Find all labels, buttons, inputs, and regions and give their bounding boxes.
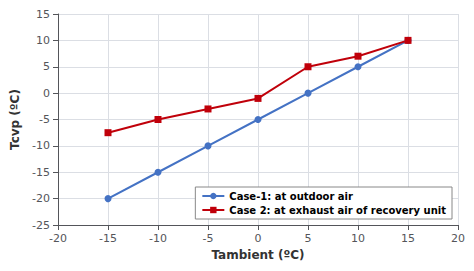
svg-text:Case-1: at outdoor air: Case-1: at outdoor air — [229, 191, 353, 202]
svg-text:-10: -10 — [149, 232, 167, 245]
svg-text:Case 2: at exhaust air of reco: Case 2: at exhaust air of recovery unit — [229, 205, 446, 216]
svg-text:-15: -15 — [32, 166, 50, 179]
svg-text:Tambient (ºC): Tambient (ºC) — [211, 248, 304, 262]
svg-text:10: 10 — [36, 34, 50, 47]
svg-text:15: 15 — [36, 8, 50, 21]
svg-text:-5: -5 — [203, 232, 214, 245]
svg-text:-10: -10 — [32, 139, 50, 152]
svg-text:5: 5 — [305, 232, 312, 245]
svg-text:0: 0 — [255, 232, 262, 245]
svg-text:-20: -20 — [32, 192, 50, 205]
svg-text:10: 10 — [351, 232, 365, 245]
svg-text:-15: -15 — [99, 232, 117, 245]
svg-text:0: 0 — [43, 87, 50, 100]
svg-text:-20: -20 — [49, 232, 67, 245]
svg-text:15: 15 — [401, 232, 415, 245]
svg-text:-25: -25 — [32, 219, 50, 232]
svg-text:-5: -5 — [39, 113, 50, 126]
svg-text:Tcvp (ºC): Tcvp (ºC) — [8, 89, 22, 150]
svg-text:5: 5 — [43, 60, 50, 73]
svg-text:20: 20 — [451, 232, 465, 245]
